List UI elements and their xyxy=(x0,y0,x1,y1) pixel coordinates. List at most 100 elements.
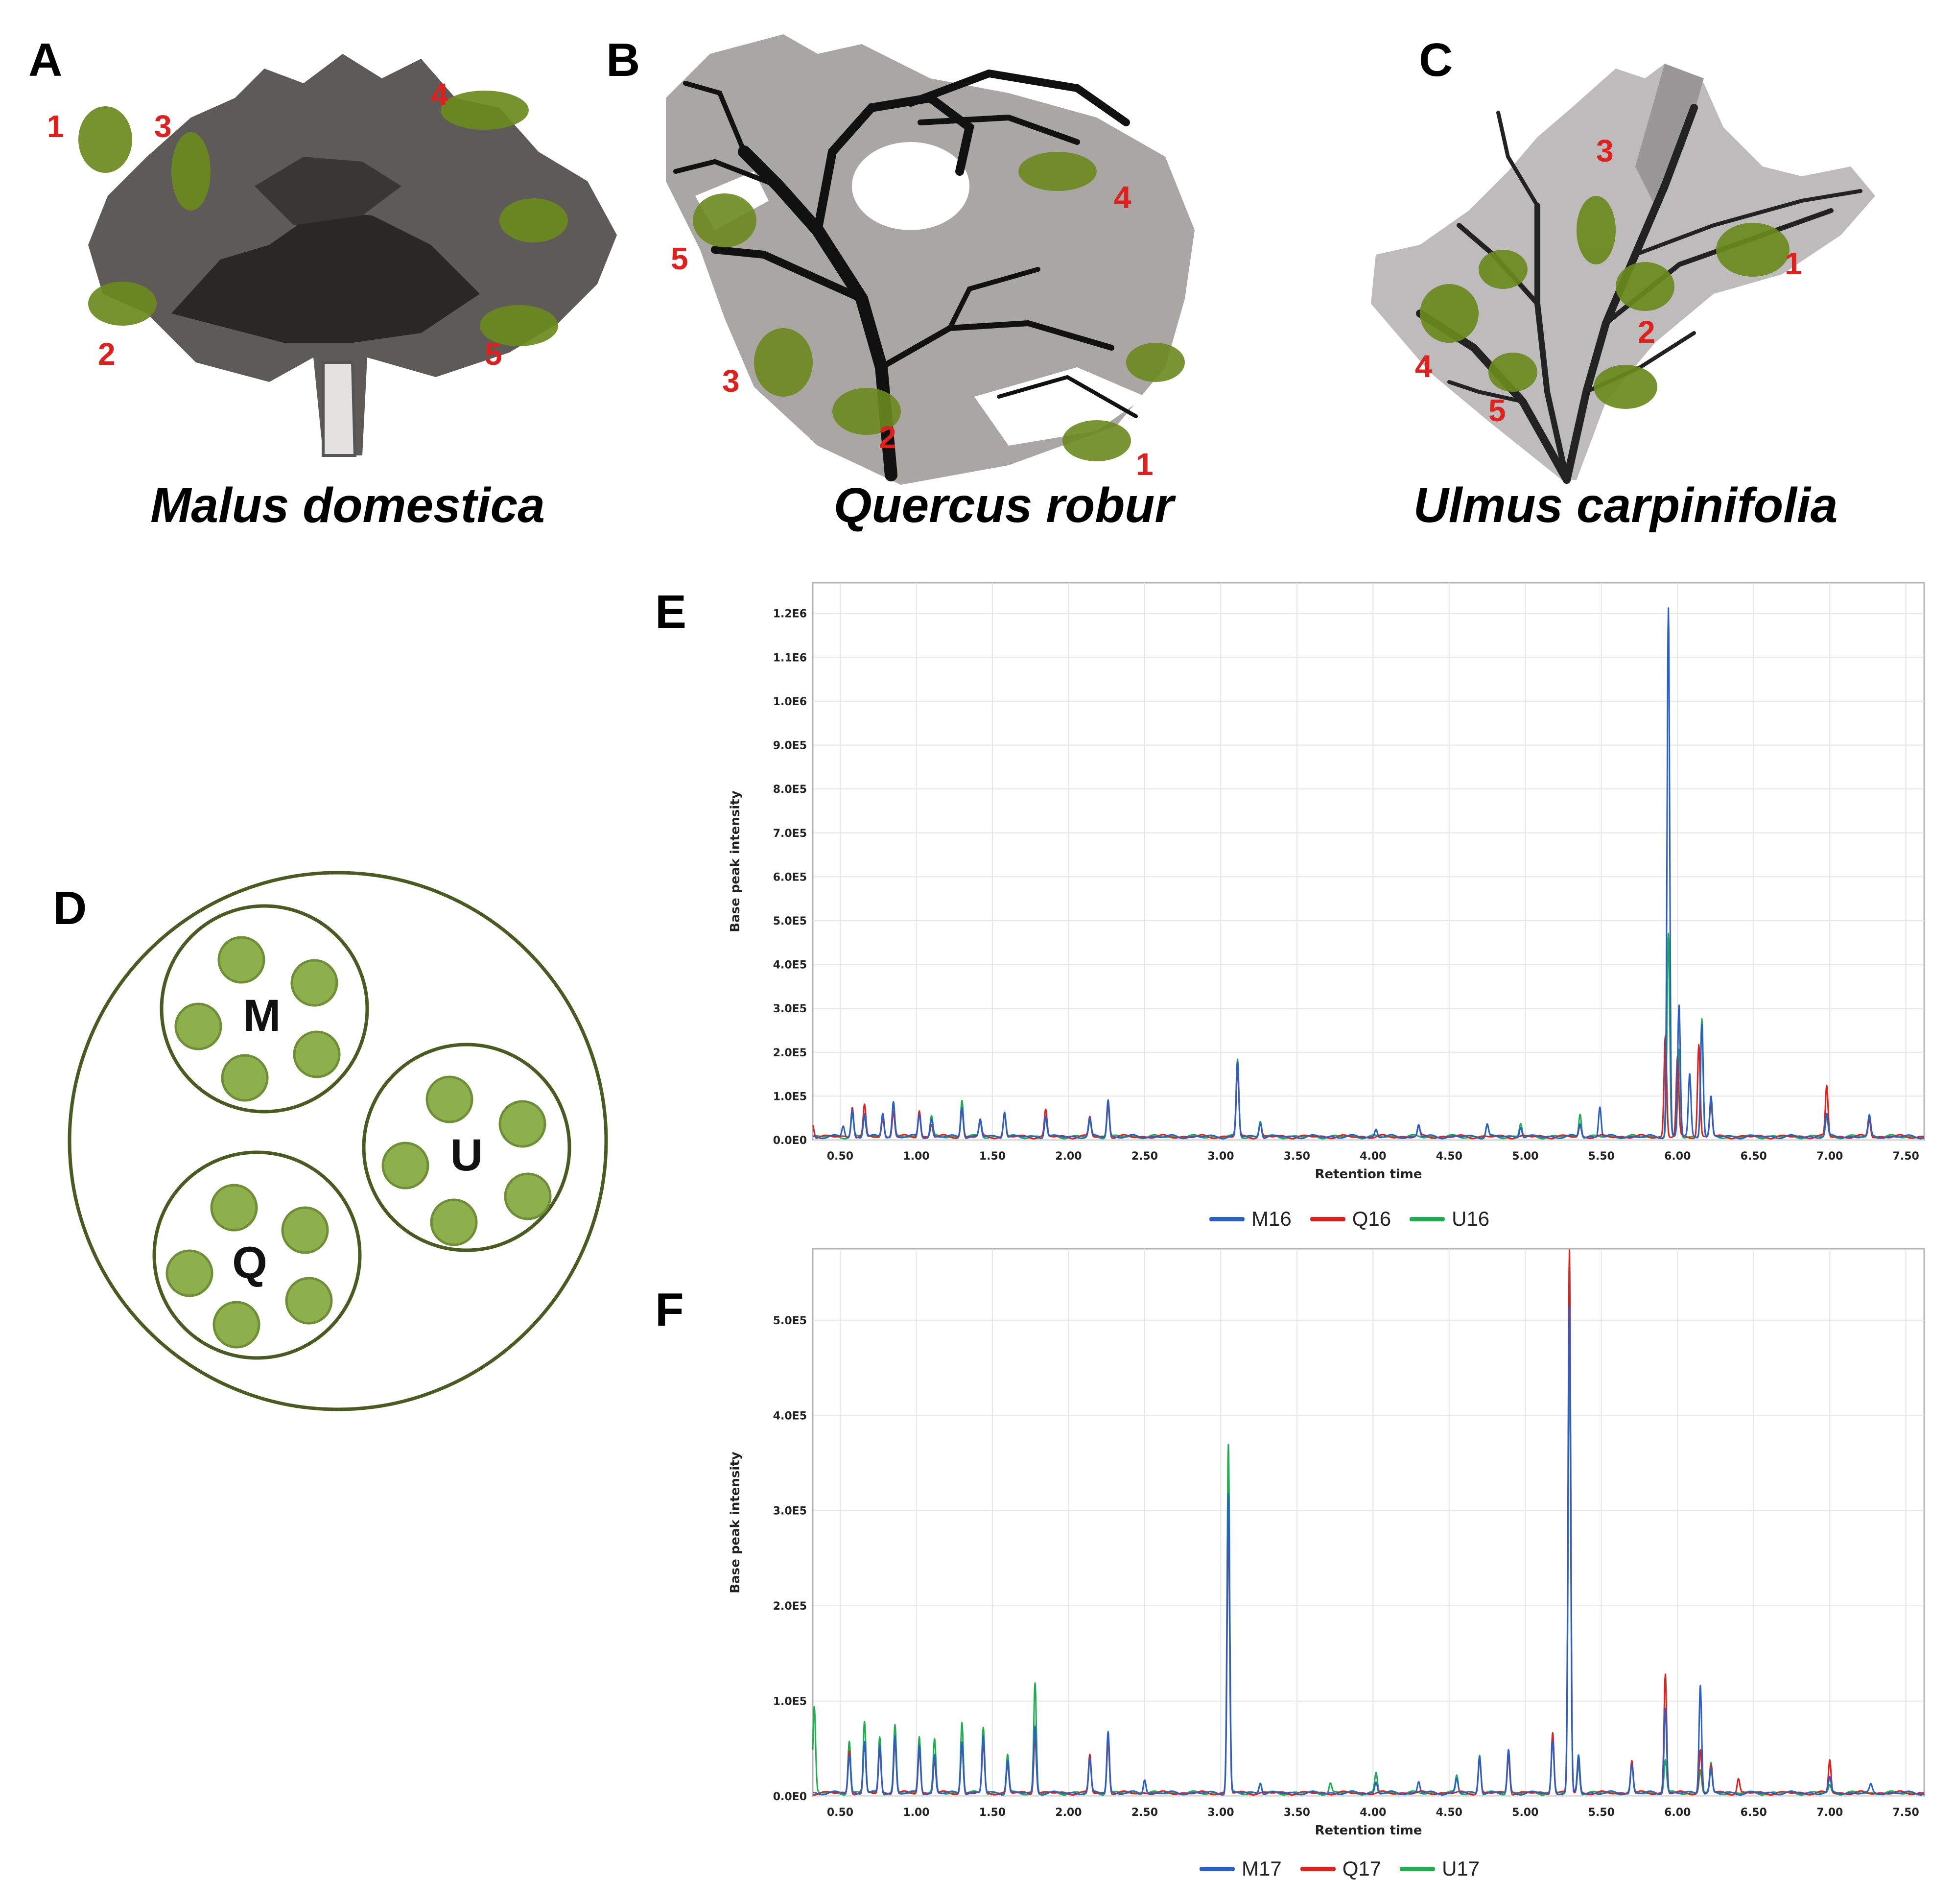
x-tick-label: 3.00 xyxy=(1207,1807,1234,1819)
y-tick-label: 9.0E5 xyxy=(773,740,807,752)
y-axis-label: Base peak intensity xyxy=(728,1452,743,1593)
moss-photo-quercus: 1 2 3 4 5 xyxy=(656,24,1234,495)
x-tick-label: 7.00 xyxy=(1816,1150,1843,1163)
panel-letter-a: A xyxy=(28,34,63,86)
x-tick-label: 1.50 xyxy=(979,1150,1006,1163)
y-tick-label: 4.0E5 xyxy=(773,1410,807,1422)
legend-label-m16: M16 xyxy=(1251,1207,1292,1230)
legend-item-q17: Q17 xyxy=(1300,1857,1381,1880)
malus-label-1: 1 xyxy=(49,109,64,144)
x-tick-label: 0.50 xyxy=(827,1807,853,1819)
x-tick-label: 5.50 xyxy=(1588,1150,1615,1163)
x-tick-label: 0.50 xyxy=(827,1150,853,1163)
y-tick-label: 7.0E5 xyxy=(773,828,807,840)
species-name-malus: Malus domestica xyxy=(150,478,545,533)
group-label-u: U xyxy=(450,1130,483,1180)
quercus-label-1: 1 xyxy=(1136,447,1154,482)
group-label-m: M xyxy=(243,991,281,1041)
legend-swatch-m16 xyxy=(1209,1216,1245,1221)
panel-letter-e: E xyxy=(655,586,687,638)
legend-swatch-q16 xyxy=(1310,1216,1345,1221)
x-tick-label: 3.00 xyxy=(1207,1150,1234,1163)
chromatogram-e-svg: 0.50 1.00 1.50 2.00 2.50 3.00 3.50 4.00 4.50 5.00… xyxy=(728,582,1925,1182)
grid xyxy=(812,1248,1925,1797)
x-tick-label: 4.50 xyxy=(1436,1150,1462,1163)
y-tick-label: 1.0E5 xyxy=(773,1696,807,1708)
panel-letter-d: D xyxy=(53,882,87,934)
y-tick-label: 1.1E6 xyxy=(773,652,807,664)
x-axis-label: Retention time xyxy=(1315,1823,1422,1838)
y-tick-label: 1.2E6 xyxy=(773,608,807,620)
x-tick-label: 6.50 xyxy=(1741,1150,1767,1163)
legend-e: M16 Q16 U16 xyxy=(1209,1207,1489,1231)
ulmus-label-5: 5 xyxy=(1488,393,1506,428)
quercus-label-3: 3 xyxy=(722,363,740,399)
x-tick-label: 7.50 xyxy=(1893,1807,1919,1819)
x-tick-label: 6.00 xyxy=(1664,1150,1691,1163)
group-u: U xyxy=(362,1043,571,1252)
x-tick-label: 6.50 xyxy=(1741,1807,1767,1819)
legend-item-m17: M17 xyxy=(1200,1857,1282,1880)
x-tick-label: 1.50 xyxy=(979,1807,1006,1819)
legend-item-m16: M16 xyxy=(1209,1207,1292,1231)
x-tick-label: 4.00 xyxy=(1360,1807,1386,1819)
x-tick-label: 5.50 xyxy=(1588,1807,1615,1819)
legend-label-m17: M17 xyxy=(1242,1857,1282,1880)
legend-item-u16: U16 xyxy=(1410,1207,1489,1231)
legend-label-q16: Q16 xyxy=(1352,1207,1391,1230)
plot-frame xyxy=(812,582,1925,1141)
legend-label-q17: Q17 xyxy=(1342,1857,1382,1880)
x-tick-label: 1.00 xyxy=(903,1807,929,1819)
x-axis-label: Retention time xyxy=(1315,1167,1422,1182)
legend-item-u17: U17 xyxy=(1400,1857,1480,1880)
malus-moss-body xyxy=(88,54,617,457)
chromatogram-f-svg: 0.50 1.00 1.50 2.00 2.50 3.00 3.50 4.00 4.50 5.00… xyxy=(728,1248,1925,1838)
legend-label-u17: U17 xyxy=(1442,1857,1480,1880)
x-tick-label: 7.00 xyxy=(1816,1807,1843,1819)
chromatogram-e: 0.50 1.00 1.50 2.00 2.50 3.00 3.50 4.00 4.50 5.00… xyxy=(720,578,1934,1195)
x-tick-label: 5.00 xyxy=(1512,1150,1538,1163)
x-tick-label: 6.00 xyxy=(1664,1807,1691,1819)
legend-f: M17 Q17 U17 xyxy=(1200,1857,1480,1880)
x-tick-label: 2.50 xyxy=(1131,1150,1158,1163)
y-tick-label: 1.0E5 xyxy=(773,1091,807,1103)
panel-letter-f: F xyxy=(655,1284,684,1336)
chromatogram-f: 0.50 1.00 1.50 2.00 2.50 3.00 3.50 4.00 4.50 5.00… xyxy=(720,1244,1934,1851)
malus-label-3: 3 xyxy=(154,109,172,144)
moss-photo-malus: 1 2 3 4 5 xyxy=(49,39,636,460)
ulmus-label-2: 2 xyxy=(1638,314,1655,350)
plot-frame xyxy=(812,1248,1925,1797)
panel-letter-b: B xyxy=(606,34,640,86)
quercus-green-tips xyxy=(693,152,1185,461)
legend-item-q16: Q16 xyxy=(1310,1207,1391,1231)
x-tick-label: 3.50 xyxy=(1284,1807,1310,1819)
grid xyxy=(812,582,1925,1141)
y-tick-label: 3.0E5 xyxy=(773,1505,807,1518)
quercus-label-5: 5 xyxy=(671,241,688,276)
y-tick-label: 2.0E5 xyxy=(773,1047,807,1059)
y-tick-label: 6.0E5 xyxy=(773,871,807,883)
species-name-quercus: Quercus robur xyxy=(833,478,1174,533)
ulmus-label-4: 4 xyxy=(1415,349,1433,384)
x-tick-label: 7.50 xyxy=(1893,1150,1919,1163)
y-axis-label: Base peak intensity xyxy=(728,790,743,932)
malus-label-4: 4 xyxy=(431,77,448,112)
group-label-q: Q xyxy=(232,1238,267,1288)
panel-letter-c: C xyxy=(1419,34,1453,86)
y-tick-label: 4.0E5 xyxy=(773,959,807,972)
x-tick-label: 5.00 xyxy=(1512,1807,1538,1819)
legend-swatch-q17 xyxy=(1300,1866,1336,1871)
quercus-veins xyxy=(673,69,1138,481)
species-name-ulmus: Ulmus carpinifolia xyxy=(1413,478,1838,533)
x-tick-label: 3.50 xyxy=(1284,1150,1310,1163)
ulmus-label-1: 1 xyxy=(1785,246,1802,281)
y-tick-label: 2.0E5 xyxy=(773,1600,807,1613)
y-tick-label: 0.0E0 xyxy=(773,1135,807,1147)
group-q: Q xyxy=(152,1150,362,1360)
y-tick-label: 1.0E6 xyxy=(773,696,807,708)
group-m: M xyxy=(160,904,369,1114)
x-tick-label: 4.00 xyxy=(1360,1150,1386,1163)
quercus-label-2: 2 xyxy=(879,420,896,455)
y-tick-label: 8.0E5 xyxy=(773,784,807,796)
moss-photo-ulmus: 1 2 3 4 5 xyxy=(1361,49,1890,490)
